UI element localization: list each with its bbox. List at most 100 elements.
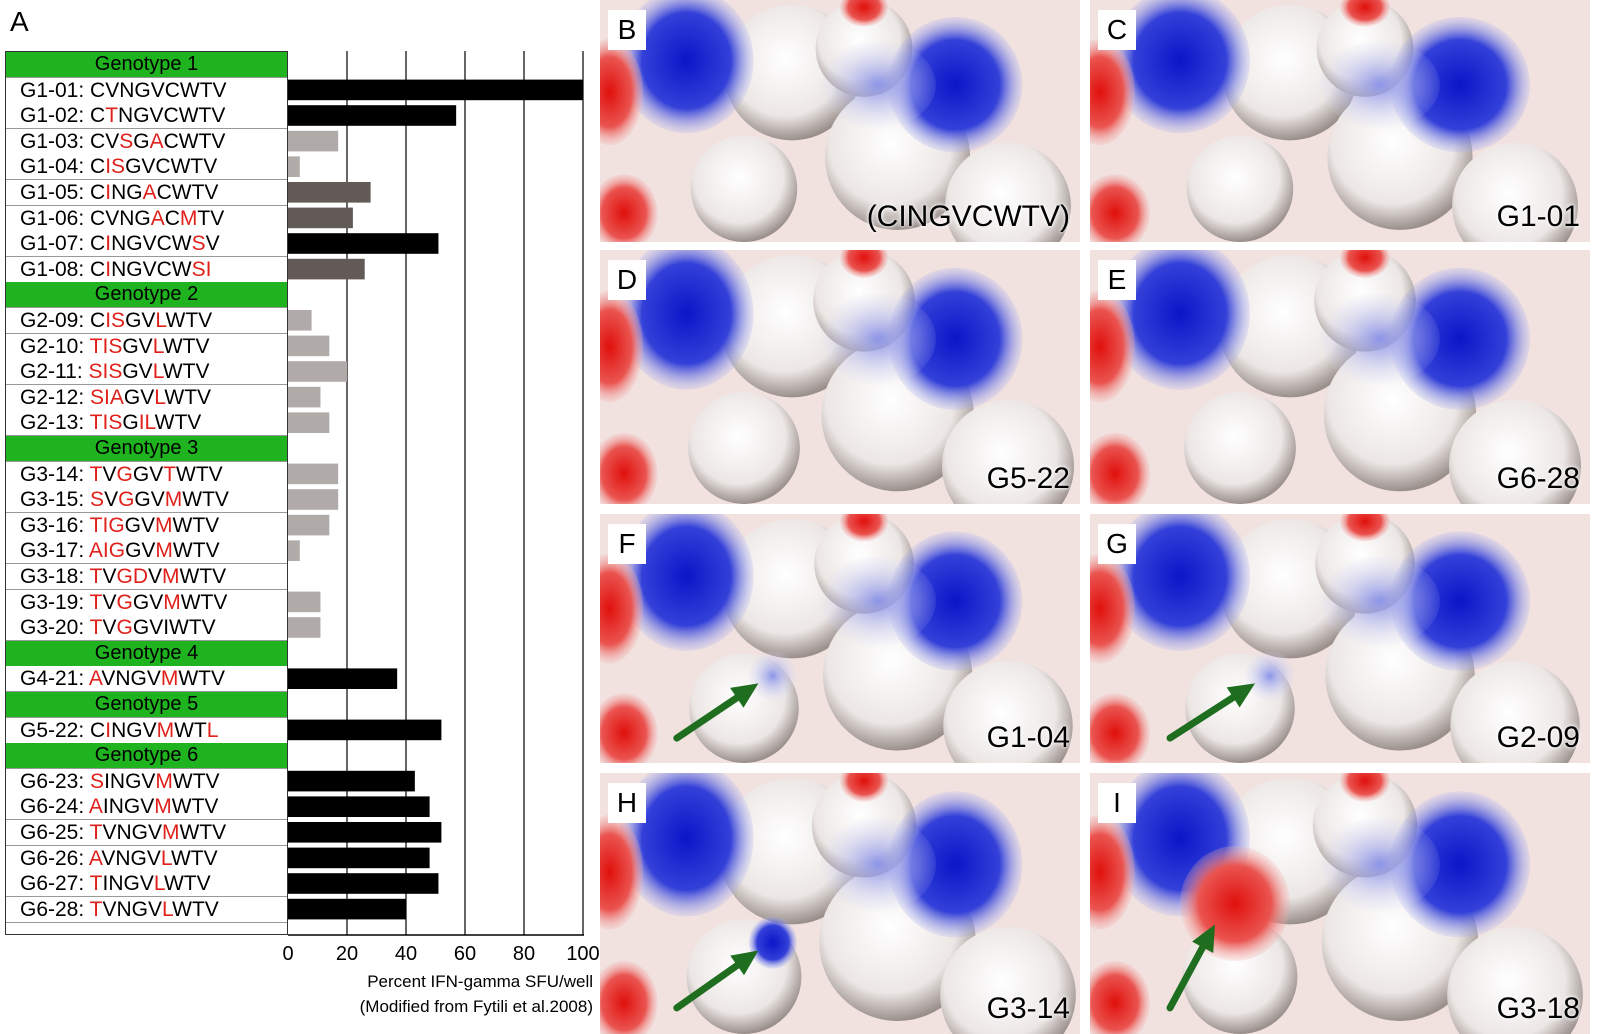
peptide-id: G2-10 [20, 334, 79, 358]
x-tick-label: 40 [395, 943, 417, 965]
conserved-residue: NGVCW [111, 232, 192, 256]
conserved-residue: G [133, 129, 150, 153]
surface-panel-i: I G3-18 [1090, 773, 1590, 1034]
panel-a-label: A [10, 6, 29, 37]
conserved-residue: GV [125, 309, 156, 332]
mutated-residue: L [154, 385, 165, 409]
conserved-residue: WTV [182, 488, 229, 512]
peptide-table: Genotype 1 G1-01: CVNGVCWTV G1-02: CTNGVCW… [5, 51, 288, 935]
mutated-residue: A [88, 667, 102, 691]
conserved-residue: VNGV [102, 897, 163, 921]
x-tick-label: 100 [566, 943, 599, 965]
conserved-residue: C [90, 155, 106, 179]
surface-panel-b: B (CINGVCWTV) [600, 0, 1080, 242]
conserved-residue: WTV [172, 897, 219, 921]
peptide-id: G6-23 [20, 769, 79, 793]
peptide-id: G6-24 [20, 795, 79, 819]
panel-peptide-tag: G1-04 [986, 721, 1070, 754]
conserved-residue: NG [111, 181, 143, 204]
conserved-residue: V [102, 462, 117, 486]
conserved-residue: TV [197, 206, 225, 230]
conserved-residue: GVIWTV [132, 616, 216, 640]
peptide-id: G1-04 [20, 155, 79, 179]
conserved-residue: C [90, 181, 106, 204]
mutated-residue: M [155, 513, 173, 537]
peptide-label: G1-03: CVSGACWTV [6, 128, 287, 155]
peptide-label: G1-06: CVNGACMTV [6, 205, 287, 232]
mutated-residue: M [155, 539, 173, 563]
panel-letter: E [1098, 260, 1136, 300]
conserved-residue: C [90, 309, 106, 332]
surface-panel-h: H G3-14 [600, 773, 1080, 1034]
peptide-label: G1-04: CISGVCWTV [6, 154, 287, 181]
bar-g3-14 [288, 463, 339, 485]
mutated-residue: M [164, 488, 183, 512]
peptide-id: G1-01 [20, 78, 79, 102]
conserved-residue: CWTV [163, 129, 226, 153]
x-tick-label: 60 [454, 943, 476, 965]
conserved-residue: VNGV [102, 821, 163, 844]
peptide-id: G6-28 [20, 897, 79, 921]
conserved-residue: WTV [179, 565, 227, 588]
mutated-residue: TIG [89, 513, 125, 537]
genotype-header: Genotype 1 [6, 52, 287, 78]
peptide-label: G3-14: TVGGVTWTV [6, 461, 287, 488]
bar-g6-28 [288, 898, 406, 920]
bar-g3-19 [288, 591, 321, 613]
bar-g2-12 [288, 386, 321, 408]
bar-g1-07 [288, 233, 439, 254]
bar-g5-22 [288, 719, 442, 741]
mutated-residue: T [89, 616, 103, 640]
bar-g6-26 [288, 847, 430, 869]
bar-g6-23 [288, 770, 415, 792]
peptide-id: G4-21 [20, 667, 79, 691]
mutated-residue: M [162, 821, 180, 844]
mutated-residue: S [119, 129, 134, 153]
molecular-surface-image [1090, 250, 1590, 504]
peptide-label: G6-27: TINGVLWTV [6, 871, 287, 898]
surface-panel-e: E G6-28 [1090, 250, 1590, 504]
peptide-id: G2-09 [20, 309, 79, 332]
conserved-residue: WTV [162, 360, 210, 384]
peptide-label: G5-22: CINGVMWTL [6, 717, 287, 744]
conserved-residue: CVNG [90, 206, 151, 230]
green-arrow-icon [1166, 924, 1215, 1012]
peptide-label: G2-09: CISGVLWTV [6, 308, 287, 334]
peptide-id: G6-25 [20, 821, 79, 844]
conserved-residue: WT [174, 718, 207, 742]
molecular-surface-image [600, 0, 1080, 242]
conserved-residue: INGV [102, 795, 155, 819]
x-tick-label: 0 [282, 943, 293, 965]
peptide-id: G2-11 [20, 360, 77, 384]
peptide-label: G3-15: SVGGVMWTV [6, 487, 287, 514]
peptide-label: G2-13: TISGILWTV [6, 410, 287, 437]
peptide-label: G2-11: SISGVLWTV [6, 359, 287, 386]
conserved-residue: WTV [163, 872, 211, 896]
conserved-residue: VNGV [101, 846, 161, 870]
conserved-residue: GV [122, 334, 153, 358]
bar-g3-20 [288, 617, 321, 638]
conserved-residue: WTV [162, 334, 210, 358]
mutated-residue: G [116, 616, 133, 640]
bar-g2-11 [288, 361, 347, 382]
conserved-residue: GV [122, 360, 153, 384]
mutated-residue: T [89, 897, 103, 921]
peptide-label: G3-19: TVGGVMWTV [6, 589, 287, 616]
green-arrow-icon [673, 950, 759, 1012]
x-tick-label: 20 [336, 943, 358, 965]
mutated-residue: L [160, 846, 171, 870]
conserved-residue: WTV [171, 795, 219, 819]
mutation-site-spot [748, 650, 797, 701]
bar-g6-25 [288, 822, 442, 843]
peptide-label: G3-16: TIGGVMWTV [6, 512, 287, 539]
mutated-residue: A [150, 206, 165, 230]
mutated-residue: M [155, 769, 173, 793]
peptide-label: G2-10: TISGVLWTV [6, 333, 287, 360]
mutated-residue: I [105, 718, 112, 742]
peptide-label: G3-17: AIGGVMWTV [6, 538, 287, 565]
surface-panel-g: G G2-09 [1090, 514, 1590, 763]
mutated-residue: S [191, 232, 206, 256]
bar-g3-16 [288, 514, 330, 536]
peptide-id: G2-13 [20, 411, 79, 435]
genotype-header: Genotype 6 [6, 743, 287, 770]
